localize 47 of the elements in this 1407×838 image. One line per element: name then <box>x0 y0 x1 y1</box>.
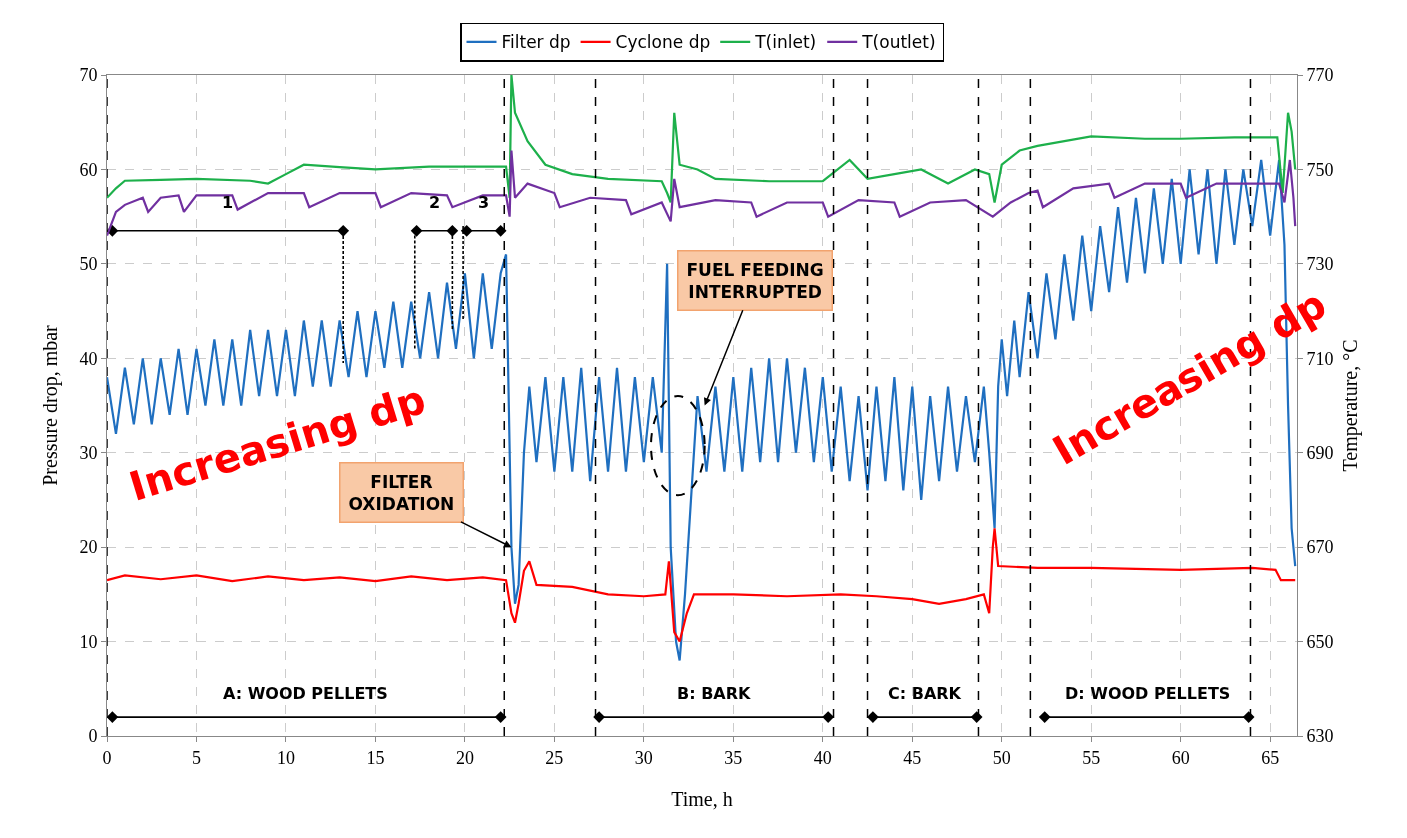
x-axis-title: Time, h <box>671 788 733 810</box>
annotation: A: WOOD PELLETS <box>223 684 388 703</box>
y2-tick-label: 750 <box>1306 159 1334 180</box>
annotation: C: BARK <box>888 684 962 703</box>
x-tick-label: 10 <box>276 747 295 768</box>
x-tick-label: 40 <box>813 747 832 768</box>
annotation: B: BARK <box>677 684 752 703</box>
y2-tick-label: 730 <box>1306 254 1334 275</box>
y2-tick-label: 710 <box>1306 348 1334 369</box>
x-tick-label: 35 <box>724 747 743 768</box>
x-tick-label: 30 <box>634 747 653 768</box>
y-tick-label: 50 <box>79 254 98 275</box>
y2-tick-label: 670 <box>1306 537 1334 558</box>
annotation: FUEL FEEDING INTERRUPTED <box>686 259 824 302</box>
x-tick-label: 0 <box>102 747 112 768</box>
y-tick-label: 40 <box>79 348 98 369</box>
x-tick-label: 25 <box>545 747 564 768</box>
y2-tick-label: 690 <box>1306 443 1334 464</box>
x-tick-label: 5 <box>191 747 201 768</box>
y2-tick-label: 650 <box>1306 631 1334 652</box>
y-tick-label: 30 <box>79 443 98 464</box>
y-tick-label: 20 <box>79 537 98 558</box>
x-tick-label: 15 <box>366 747 385 768</box>
annotation: 3 <box>478 193 490 212</box>
x-tick-label: 20 <box>455 747 474 768</box>
legend-label: T(outlet) <box>861 32 936 53</box>
y2-tick-label: 630 <box>1306 726 1334 747</box>
annotation: 1 <box>222 193 234 212</box>
y2-tick-label: 770 <box>1306 65 1334 86</box>
y2-axis-title: Temperature, °C <box>1339 339 1362 472</box>
y-tick-label: 0 <box>88 726 98 747</box>
y-axis-title: Pressure drop, mbar <box>39 324 62 486</box>
y-tick-label: 60 <box>79 159 98 180</box>
line-series <box>107 527 1297 643</box>
legend-label: T(inlet) <box>754 32 817 53</box>
line-series <box>107 149 1297 237</box>
y-tick-label: 10 <box>79 631 98 652</box>
legend-label: Filter dp <box>501 32 571 53</box>
x-tick-label: 55 <box>1082 747 1101 768</box>
legend-label: Cyclone dp <box>615 32 711 53</box>
x-tick-label: 45 <box>903 747 922 768</box>
y-tick-label: 70 <box>79 65 98 86</box>
annotation: 2 <box>429 193 441 212</box>
x-tick-label: 60 <box>1171 747 1190 768</box>
annotation: D: WOOD PELLETS <box>1065 684 1231 703</box>
x-tick-label: 50 <box>992 747 1011 768</box>
x-tick-label: 65 <box>1261 747 1280 768</box>
